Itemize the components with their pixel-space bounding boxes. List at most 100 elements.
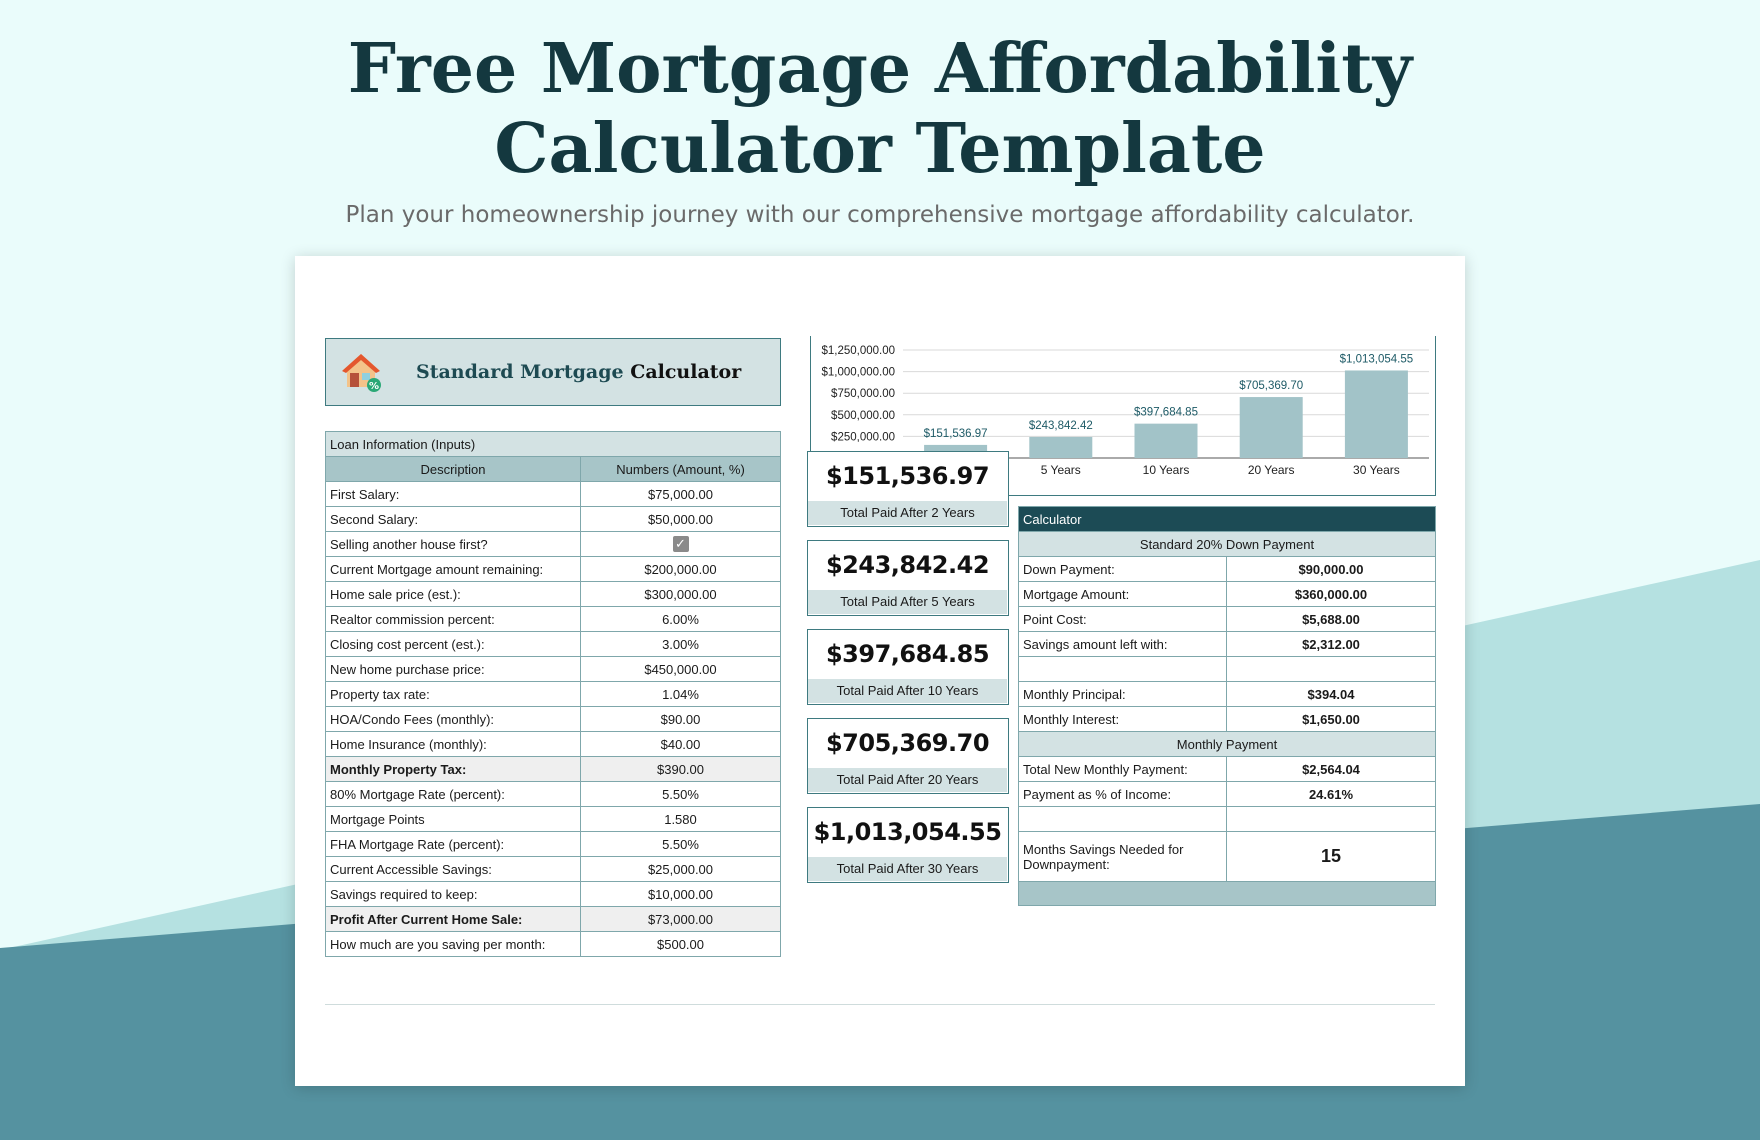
loan-row-value[interactable]: $73,000.00 xyxy=(580,906,781,932)
calc-section-1-label: Standard 20% Down Payment xyxy=(1018,531,1436,557)
total-paid-amount[interactable]: $1,013,054.55 xyxy=(813,818,1002,846)
loan-row-value[interactable]: 6.00% xyxy=(580,606,781,632)
loan-row-value[interactable]: 5.50% xyxy=(580,831,781,857)
total-paid-card: $705,369.70 Total Paid After 20 Years xyxy=(807,718,1009,794)
loan-row-value[interactable]: $10,000.00 xyxy=(580,881,781,907)
pct-income-value[interactable]: 24.61% xyxy=(1226,781,1436,807)
loan-row-label: How much are you saving per month: xyxy=(325,931,581,957)
loan-column-header: Description Numbers (Amount, %) xyxy=(325,456,781,482)
table-row: Monthly Property Tax: $390.00 xyxy=(325,756,781,782)
down-payment-label: Down Payment: xyxy=(1018,556,1227,582)
loan-row-label: FHA Mortgage Rate (percent): xyxy=(325,831,581,857)
table-row: Profit After Current Home Sale: $73,000.0… xyxy=(325,906,781,932)
loan-inputs-table: Loan Information (Inputs) Description Nu… xyxy=(325,431,781,957)
loan-row-label: HOA/Condo Fees (monthly): xyxy=(325,706,581,732)
loan-row-value[interactable]: $40.00 xyxy=(580,731,781,757)
loan-section-title: Loan Information (Inputs) xyxy=(325,431,781,457)
savings-left-label: Savings amount left with: xyxy=(1018,631,1227,657)
loan-row-label: Home sale price (est.): xyxy=(325,581,581,607)
data-label: $397,684.85 xyxy=(1134,407,1198,419)
loan-row-value[interactable]: $25,000.00 xyxy=(580,856,781,882)
selling-house-checkbox[interactable]: ✓ xyxy=(580,531,781,557)
bar xyxy=(1029,436,1093,458)
loan-row-label: Property tax rate: xyxy=(325,681,581,707)
loan-row-value[interactable]: $200,000.00 xyxy=(580,556,781,582)
calc-footer-row xyxy=(1018,881,1436,906)
table-row: Payment as % of Income: 24.61% xyxy=(1018,781,1436,807)
checkmark-icon[interactable]: ✓ xyxy=(672,536,689,553)
monthly-principal-value[interactable]: $394.04 xyxy=(1226,681,1436,707)
calc-section-2-label: Monthly Payment xyxy=(1018,731,1436,757)
table-row: Savings amount left with: $2,312.00 xyxy=(1018,631,1436,657)
loan-row-value[interactable]: $300,000.00 xyxy=(580,581,781,607)
table-row: Months Savings Needed for Downpayment: 15 xyxy=(1018,831,1436,882)
total-paid-amount[interactable]: $397,684.85 xyxy=(825,640,990,668)
empty-cell[interactable] xyxy=(1226,806,1436,832)
mortgage-amount-value[interactable]: $360,000.00 xyxy=(1226,581,1436,607)
data-label: $243,842.42 xyxy=(1029,420,1093,432)
down-payment-value[interactable]: $90,000.00 xyxy=(1226,556,1436,582)
total-paid-caption: Total Paid After 5 Years xyxy=(808,590,1007,614)
x-tick-label: 20 Years xyxy=(1248,463,1295,477)
loan-row-label: New home purchase price: xyxy=(325,656,581,682)
calculator-title-part-2: Calculator xyxy=(623,361,742,383)
table-row: Home sale price (est.): $300,000.00 xyxy=(325,581,781,607)
loan-row-value[interactable]: $390.00 xyxy=(580,756,781,782)
savings-left-value[interactable]: $2,312.00 xyxy=(1226,631,1436,657)
table-row: Current Accessible Savings: $25,000.00 xyxy=(325,856,781,882)
monthly-interest-value[interactable]: $1,650.00 xyxy=(1226,706,1436,732)
loan-row-value[interactable]: $450,000.00 xyxy=(580,656,781,682)
y-tick-label: $250,000.00 xyxy=(831,431,895,443)
loan-row-value[interactable]: $500.00 xyxy=(580,931,781,957)
empty-cell[interactable] xyxy=(1018,806,1227,832)
loan-row-value[interactable]: 1.04% xyxy=(580,681,781,707)
table-row xyxy=(1018,806,1436,832)
x-tick-label: 30 Years xyxy=(1353,463,1400,477)
months-needed-label: Months Savings Needed for Downpayment: xyxy=(1018,831,1227,882)
empty-cell[interactable] xyxy=(1018,656,1227,682)
table-row: Mortgage Amount: $360,000.00 xyxy=(1018,581,1436,607)
col-description: Description xyxy=(325,456,581,482)
total-paid-amount[interactable]: $705,369.70 xyxy=(825,729,990,757)
total-paid-amount[interactable]: $243,842.42 xyxy=(825,551,990,579)
table-row: Closing cost percent (est.): 3.00% xyxy=(325,631,781,657)
table-row: Property tax rate: 1.04% xyxy=(325,681,781,707)
loan-row-label: Mortgage Points xyxy=(325,806,581,832)
bar xyxy=(1344,370,1408,458)
data-label: $705,369.70 xyxy=(1239,380,1303,392)
table-row: First Salary: $75,000.00 xyxy=(325,481,781,507)
col-numbers: Numbers (Amount, %) xyxy=(580,456,781,482)
table-row: Point Cost: $5,688.00 xyxy=(1018,606,1436,632)
bar xyxy=(1239,397,1303,458)
x-tick-label: 5 Years xyxy=(1041,463,1081,477)
empty-cell[interactable] xyxy=(1226,656,1436,682)
svg-text:%: % xyxy=(369,381,379,392)
loan-row-label: Savings required to keep: xyxy=(325,881,581,907)
point-cost-value[interactable]: $5,688.00 xyxy=(1226,606,1436,632)
table-row: Selling another house first? ✓ xyxy=(325,531,781,557)
loan-row-value[interactable]: 5.50% xyxy=(580,781,781,807)
months-needed-value[interactable]: 15 xyxy=(1226,831,1436,882)
table-row: How much are you saving per month: $500.0… xyxy=(325,931,781,957)
data-label: $151,536.97 xyxy=(924,428,988,440)
loan-row-value[interactable]: $90.00 xyxy=(580,706,781,732)
calc-title: Calculator xyxy=(1018,506,1436,532)
total-paid-caption: Total Paid After 2 Years xyxy=(808,501,1007,525)
total-paid-card: $1,013,054.55 Total Paid After 30 Years xyxy=(807,807,1009,883)
y-tick-label: $750,000.00 xyxy=(831,388,895,400)
loan-row-label: Home Insurance (monthly): xyxy=(325,731,581,757)
loan-row-value[interactable]: $75,000.00 xyxy=(580,481,781,507)
loan-row-value[interactable]: 1.580 xyxy=(580,806,781,832)
total-monthly-value[interactable]: $2,564.04 xyxy=(1226,756,1436,782)
loan-row-label: First Salary: xyxy=(325,481,581,507)
total-paid-card: $243,842.42 Total Paid After 5 Years xyxy=(807,540,1009,616)
loan-row-label: Current Mortgage amount remaining: xyxy=(325,556,581,582)
total-paid-amount[interactable]: $151,536.97 xyxy=(825,462,990,490)
data-label: $1,013,054.55 xyxy=(1340,353,1414,365)
loan-row-value[interactable]: 3.00% xyxy=(580,631,781,657)
bar xyxy=(1134,423,1198,458)
loan-row-value[interactable]: $50,000.00 xyxy=(580,506,781,532)
y-tick-label: $1,250,000.00 xyxy=(821,345,895,357)
table-row: Monthly Interest: $1,650.00 xyxy=(1018,706,1436,732)
calc-footer-cell xyxy=(1018,881,1436,906)
